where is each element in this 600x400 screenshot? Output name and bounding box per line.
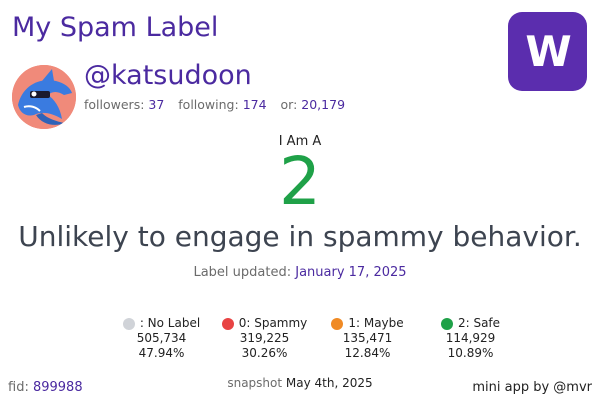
label-updated: Label updated: January 17, 2025: [0, 265, 600, 280]
legend-item-maybe: 1: Maybe 135,471 12.84%: [316, 316, 419, 361]
legend-label: 2: Safe: [457, 316, 501, 330]
username[interactable]: @katsudoon: [84, 60, 252, 91]
label-distribution-legend: : No Label 505,734 47.94% 0: Spammy 319,…: [110, 316, 522, 361]
fid-label: fid:: [8, 380, 29, 395]
status-dot-icon: [331, 317, 344, 330]
legend-percent: 12.84%: [344, 346, 391, 360]
legend-count: 135,471: [342, 331, 393, 345]
page-title: My Spam Label: [12, 12, 219, 43]
label-updated-label: Label updated:: [193, 265, 292, 280]
legend-item-no-label: : No Label 505,734 47.94%: [110, 316, 213, 361]
status-dot-icon: [221, 317, 234, 330]
snapshot-info: snapshot May 4th, 2025: [0, 376, 600, 390]
or-value: 20,179: [301, 97, 346, 112]
spam-level-value: 2: [279, 143, 321, 220]
legend-label: : No Label: [139, 316, 201, 330]
following-label: following:: [178, 97, 239, 112]
label-updated-date: January 17, 2025: [295, 265, 407, 280]
dolphin-avatar-icon: [12, 65, 76, 129]
or-label: or:: [280, 97, 298, 112]
mini-app-credit[interactable]: mini app by @mvr: [472, 380, 592, 395]
snapshot-label: snapshot: [227, 376, 283, 390]
legend-label: 1: Maybe: [348, 316, 404, 330]
legend-label: 0: Spammy: [238, 316, 308, 330]
label-intro: I Am A: [278, 134, 322, 149]
avatar[interactable]: [12, 65, 76, 129]
status-dot-icon: [122, 317, 135, 330]
fid: fid: 899988: [8, 380, 83, 395]
legend-percent: 30.26%: [241, 346, 288, 360]
profile-stats: followers: 37 following: 174 or: 20,179: [84, 97, 345, 112]
legend-percent: 47.94%: [138, 346, 185, 360]
legend-percent: 10.89%: [447, 346, 494, 360]
status-dot-icon: [440, 317, 453, 330]
legend-count: 114,929: [445, 331, 496, 345]
label-description: Unlikely to engage in spammy behavior.: [18, 220, 582, 253]
fid-value: 899988: [32, 380, 83, 395]
followers-count: 37: [148, 97, 165, 112]
app-logo[interactable]: W: [508, 12, 587, 91]
followers-label: followers:: [84, 97, 145, 112]
legend-count: 319,225: [239, 331, 290, 345]
legend-count: 505,734: [136, 331, 187, 345]
legend-item-spammy: 0: Spammy 319,225 30.26%: [213, 316, 316, 361]
following-count: 174: [242, 97, 267, 112]
snapshot-date: May 4th, 2025: [285, 376, 373, 390]
legend-item-safe: 2: Safe 114,929 10.89%: [419, 316, 522, 361]
